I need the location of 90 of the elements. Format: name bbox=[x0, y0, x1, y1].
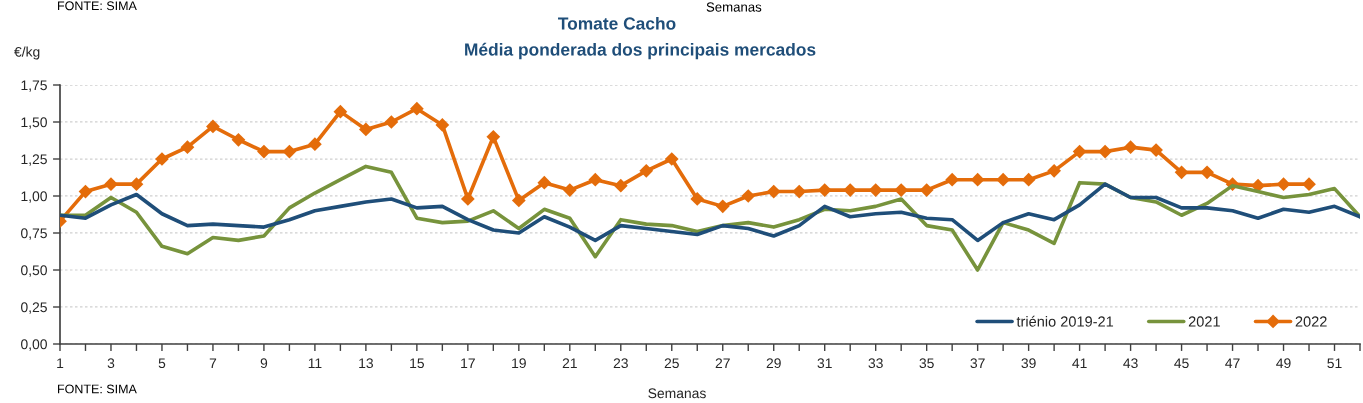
x-tick-label: 39 bbox=[1021, 358, 1036, 369]
point bbox=[843, 183, 858, 197]
point bbox=[613, 178, 628, 193]
point bbox=[1174, 165, 1189, 180]
point bbox=[486, 129, 501, 144]
x-tick-label: 23 bbox=[613, 358, 628, 369]
point bbox=[970, 172, 985, 187]
point bbox=[1149, 143, 1163, 157]
point bbox=[511, 193, 526, 208]
y-tick-label: 1,50 bbox=[21, 117, 47, 129]
point bbox=[384, 115, 399, 129]
point bbox=[180, 140, 195, 155]
chart-title: Tomate Cacho bbox=[558, 16, 676, 30]
chart-subtitle: Média ponderada dos principais mercados bbox=[465, 42, 816, 60]
x-tick-label: 5 bbox=[158, 358, 166, 369]
point bbox=[129, 177, 144, 192]
x-tick-label: 17 bbox=[461, 358, 475, 368]
x-tick-label: 15 bbox=[410, 358, 425, 369]
point bbox=[690, 192, 705, 206]
point bbox=[1276, 177, 1291, 192]
point bbox=[588, 172, 603, 187]
point bbox=[639, 163, 654, 178]
text: Semanas bbox=[706, 2, 762, 12]
y-tick-label: 1,25 bbox=[21, 154, 47, 166]
x-tick-label: 3 bbox=[107, 358, 115, 369]
x-tick-label: 41 bbox=[1072, 358, 1087, 368]
y-tick-label: 0,50 bbox=[21, 265, 47, 277]
x-tick-label: 13 bbox=[359, 358, 373, 369]
legend-label: 2021 bbox=[1188, 316, 1220, 327]
x-tick-label: 47 bbox=[1225, 358, 1240, 368]
point bbox=[409, 101, 424, 116]
point bbox=[257, 144, 271, 159]
point bbox=[1047, 163, 1061, 178]
x-tick-label: 49 bbox=[1276, 358, 1291, 369]
x-tick-label: 1 bbox=[57, 358, 64, 368]
x-tick-label: 11 bbox=[308, 358, 322, 368]
x-tick-label: 45 bbox=[1174, 358, 1189, 369]
legend-label: 2022 bbox=[1295, 316, 1327, 327]
point bbox=[282, 144, 297, 159]
point bbox=[996, 172, 1011, 187]
point bbox=[868, 183, 883, 197]
point bbox=[817, 183, 832, 197]
point bbox=[333, 104, 348, 119]
point bbox=[945, 172, 960, 187]
y-tick-label: 0,75 bbox=[21, 228, 47, 240]
x-tick-label: 37 bbox=[970, 358, 985, 369]
point bbox=[766, 184, 781, 199]
point bbox=[1098, 144, 1112, 159]
point bbox=[1021, 172, 1036, 187]
x-tick-label: 35 bbox=[919, 358, 934, 369]
x-tick-label: 25 bbox=[664, 358, 679, 369]
legend-label: triénio 2019-21 bbox=[1016, 315, 1114, 327]
y-tick-label: 1,75 bbox=[21, 80, 47, 92]
y-axis-title: €/kg bbox=[14, 46, 40, 60]
source-note: FONTE: SIMA bbox=[58, 1, 137, 11]
point bbox=[1072, 144, 1087, 159]
point bbox=[741, 189, 756, 203]
point bbox=[792, 184, 807, 199]
x-tick-label: 7 bbox=[209, 358, 217, 368]
x-tick-label: 31 bbox=[817, 358, 832, 369]
point bbox=[460, 192, 475, 206]
y-tick-label: 0,00 bbox=[21, 339, 47, 351]
point bbox=[359, 122, 373, 137]
point bbox=[231, 132, 246, 147]
x-tick-label: 43 bbox=[1123, 358, 1138, 369]
point bbox=[664, 152, 679, 166]
x-tick-label: 9 bbox=[260, 358, 268, 369]
point bbox=[308, 137, 322, 152]
x-tick-label: 27 bbox=[715, 358, 730, 368]
point bbox=[562, 183, 577, 197]
source-note: FONTE: SIMA bbox=[58, 384, 137, 394]
point bbox=[206, 119, 220, 134]
point bbox=[1123, 140, 1138, 155]
x-tick-label: 33 bbox=[868, 358, 883, 369]
line-series bbox=[60, 182, 1360, 243]
point bbox=[1302, 177, 1316, 192]
x-tick-label: 51 bbox=[1327, 358, 1342, 369]
x-tick-label: 29 bbox=[766, 358, 781, 369]
point bbox=[537, 175, 552, 190]
x-tick-label: 19 bbox=[512, 358, 526, 369]
point bbox=[919, 183, 934, 197]
point bbox=[104, 177, 118, 192]
point bbox=[1200, 165, 1214, 180]
point bbox=[435, 118, 450, 132]
y-tick-label: 0,25 bbox=[21, 302, 47, 314]
x-axis-title: Semanas bbox=[648, 388, 706, 399]
point bbox=[894, 183, 909, 197]
y-tick-label: 1,00 bbox=[21, 191, 47, 203]
point bbox=[715, 199, 730, 214]
x-tick-label: 21 bbox=[562, 358, 577, 368]
